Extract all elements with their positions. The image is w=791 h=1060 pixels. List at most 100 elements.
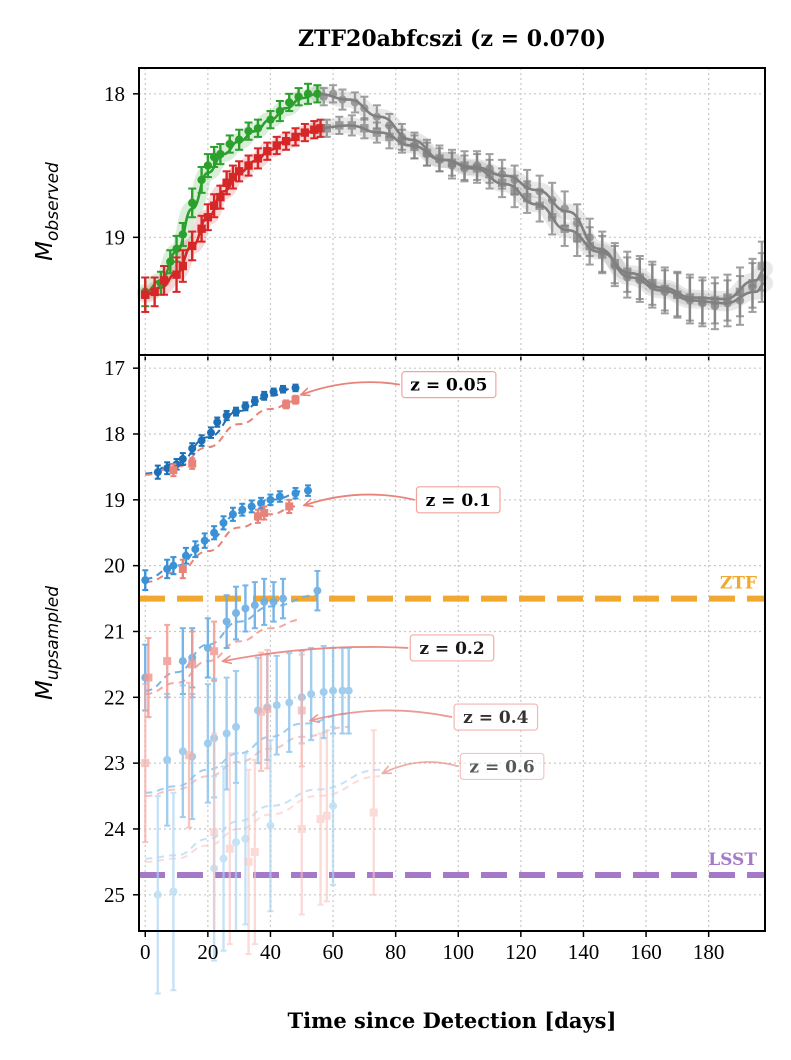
marker-circle bbox=[285, 98, 294, 107]
data-point bbox=[307, 646, 316, 742]
marker-square bbox=[185, 751, 194, 760]
data-point bbox=[141, 683, 150, 844]
marker-square bbox=[435, 154, 444, 163]
marker-circle bbox=[163, 464, 172, 473]
annotation-box bbox=[453, 703, 539, 731]
marker-circle bbox=[203, 643, 212, 652]
marker-circle bbox=[266, 115, 275, 124]
marker-circle bbox=[206, 428, 215, 437]
marker-square bbox=[244, 161, 253, 170]
marker-circle bbox=[294, 92, 303, 101]
marker-circle bbox=[222, 617, 231, 626]
data-point bbox=[610, 242, 619, 285]
data-point bbox=[313, 84, 322, 104]
data-point bbox=[422, 138, 432, 167]
marker-circle bbox=[228, 510, 237, 519]
data-point bbox=[447, 148, 457, 177]
data-point bbox=[748, 257, 757, 309]
marker-square bbox=[250, 848, 259, 857]
marker-circle bbox=[191, 545, 200, 554]
data-point bbox=[304, 484, 313, 497]
annotation-box bbox=[459, 752, 545, 781]
data-point bbox=[260, 390, 269, 401]
annotation-arrow bbox=[311, 709, 453, 720]
data-point bbox=[203, 683, 212, 804]
data-point bbox=[673, 272, 682, 318]
marker-square bbox=[447, 158, 457, 167]
marker-square bbox=[253, 512, 262, 521]
data-point bbox=[278, 384, 287, 394]
marker-square bbox=[610, 258, 619, 268]
upsampled-y-label-base: M bbox=[32, 680, 58, 700]
y-tick-label: 25 bbox=[104, 883, 125, 907]
marker-square bbox=[710, 296, 720, 305]
annotation-label: z = 0.2 bbox=[419, 639, 484, 659]
marker-circle bbox=[266, 821, 275, 830]
data-point bbox=[263, 141, 272, 161]
z0.4-red-fit bbox=[145, 725, 349, 798]
data-point bbox=[347, 114, 357, 137]
marker-square bbox=[347, 121, 357, 130]
marker-square bbox=[209, 201, 219, 210]
y-tick-label: 21 bbox=[104, 619, 125, 643]
x-tick-label: 80 bbox=[385, 940, 406, 964]
marker-circle bbox=[178, 455, 187, 464]
marker-circle bbox=[257, 499, 266, 508]
observed-y-label-sub: observed bbox=[43, 162, 63, 241]
upsampled-ticks: 0 20 40 60 80 100 120 140 160 180 17 18 19 20 21 22 23 24… bbox=[104, 356, 724, 964]
data-point bbox=[573, 217, 582, 257]
marker-circle bbox=[163, 564, 172, 573]
annotation-label: z = 0.1 bbox=[426, 491, 491, 511]
data-point bbox=[635, 254, 644, 301]
data-point bbox=[313, 569, 322, 612]
data-point bbox=[319, 644, 328, 740]
marker-circle bbox=[360, 103, 369, 113]
marker-circle bbox=[210, 528, 219, 537]
marker-circle bbox=[260, 597, 269, 606]
marker-square bbox=[623, 267, 632, 276]
annotation-arrow bbox=[302, 381, 401, 394]
data-point bbox=[188, 442, 197, 455]
marker-circle bbox=[278, 385, 287, 394]
annotation-box bbox=[409, 634, 495, 662]
data-point bbox=[282, 399, 291, 410]
data-point bbox=[723, 273, 732, 322]
marker-circle bbox=[338, 95, 347, 104]
marker-square bbox=[178, 261, 188, 271]
data-point bbox=[329, 646, 338, 735]
data-point bbox=[253, 508, 262, 524]
marker-circle bbox=[250, 397, 259, 406]
marker-circle bbox=[197, 436, 206, 445]
x-tick-label: 20 bbox=[197, 940, 218, 964]
marker-circle bbox=[272, 701, 281, 710]
marker-circle bbox=[319, 688, 328, 697]
data-point bbox=[585, 226, 594, 266]
data-point bbox=[297, 742, 306, 916]
marker-circle bbox=[307, 690, 316, 699]
data-point bbox=[234, 128, 244, 151]
marker-square bbox=[163, 657, 172, 666]
data-point bbox=[232, 752, 241, 932]
data-point bbox=[222, 676, 231, 791]
marker-square bbox=[210, 647, 219, 656]
data-point bbox=[338, 88, 347, 111]
data-point bbox=[232, 585, 241, 641]
data-point bbox=[285, 498, 294, 514]
data-point bbox=[350, 91, 360, 114]
marker-circle bbox=[329, 801, 338, 810]
marker-square bbox=[748, 279, 757, 288]
observed-axes-frame bbox=[138, 67, 766, 356]
data-point bbox=[291, 383, 300, 393]
data-point bbox=[210, 620, 219, 682]
limit-label-lsst: LSST bbox=[708, 850, 757, 870]
data-point bbox=[269, 581, 278, 623]
marker-circle bbox=[178, 657, 187, 666]
marker-circle bbox=[169, 561, 178, 570]
data-point bbox=[285, 92, 294, 113]
marker-square bbox=[297, 706, 306, 715]
gray-square-observed-series bbox=[322, 114, 767, 325]
marker-circle bbox=[372, 112, 382, 121]
marker-square bbox=[335, 121, 344, 130]
data-point bbox=[206, 426, 215, 439]
